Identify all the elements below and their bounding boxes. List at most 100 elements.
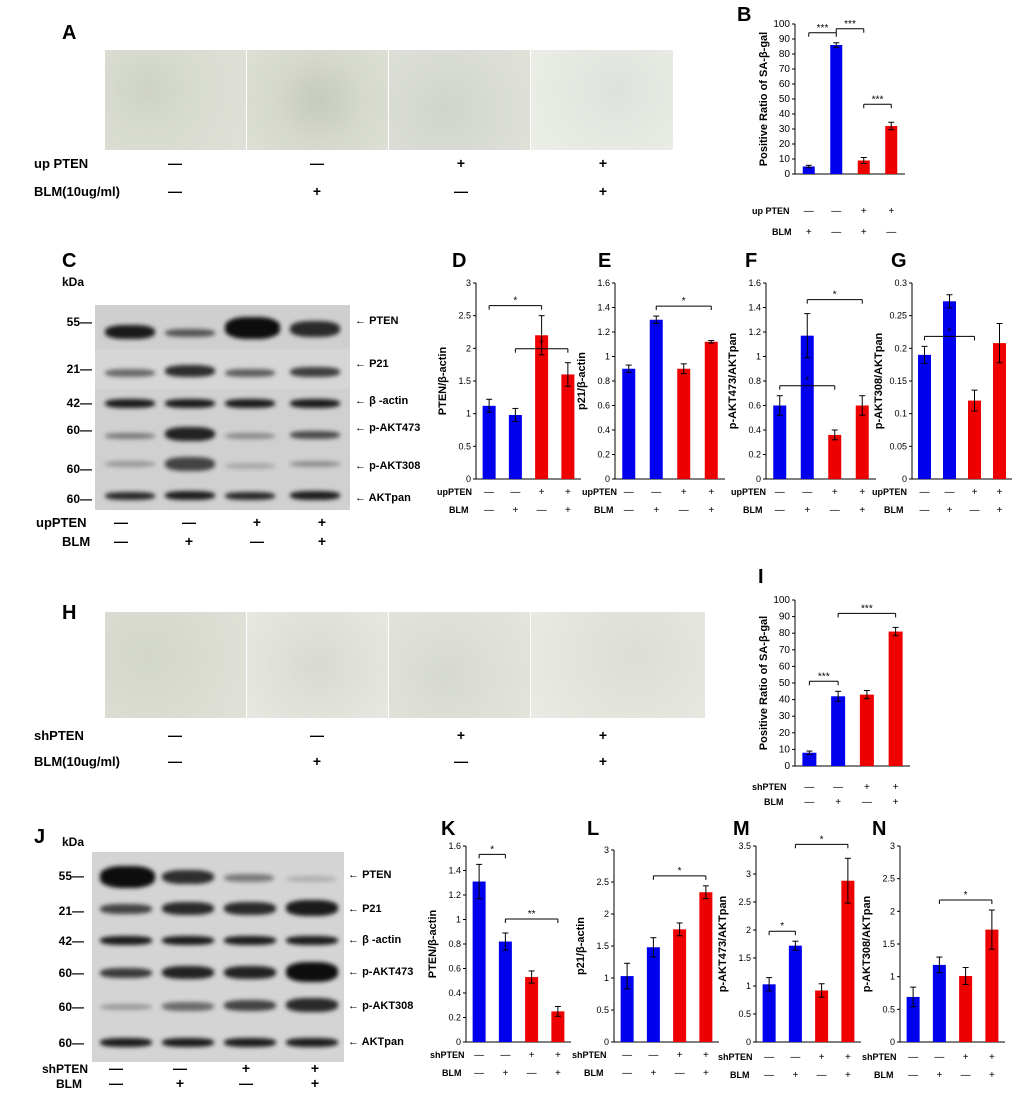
y-tick-label: 0.4 — [448, 988, 461, 998]
y-tick-label: 0 — [456, 1037, 461, 1047]
y-tick-label: 10 — [779, 744, 791, 755]
kda-marker: 21— — [58, 904, 84, 918]
protein-label: ← β -actin — [348, 934, 402, 946]
y-tick-label: 0.15 — [889, 376, 907, 386]
condition-sign: + — [708, 487, 714, 498]
condition-row-label: upPTEN — [437, 487, 472, 497]
bar — [620, 976, 634, 1042]
significance-label: * — [805, 376, 809, 387]
condition-sign: + — [792, 1070, 798, 1081]
condition-label-blm: BLM — [56, 1077, 82, 1091]
protein-label: ← AKTpan — [348, 1036, 404, 1048]
y-tick-label: 40 — [779, 109, 791, 120]
y-tick-label: 2 — [746, 925, 751, 935]
condition-sign: + — [859, 487, 865, 498]
y-tick-label: 1.4 — [748, 303, 761, 313]
y-tick-label: 30 — [779, 711, 791, 722]
condition-row-label: upPTEN — [872, 487, 907, 497]
y-axis-label: p-AKT308/AKTpan — [861, 895, 873, 992]
y-tick-label: 2.5 — [738, 897, 751, 907]
condition-sign: — — [622, 1050, 632, 1061]
condition-sign: — — [908, 1052, 918, 1063]
significance-label: ** — [528, 909, 536, 920]
y-tick-label: 0.6 — [748, 401, 761, 411]
bar — [699, 892, 713, 1042]
y-tick-label: 3 — [604, 845, 609, 855]
sign: + — [252, 514, 262, 530]
microscopy-image-sh-pten — [388, 612, 531, 718]
sign: + — [312, 183, 322, 199]
y-tick-label: 0.2 — [597, 450, 610, 460]
sign: — — [310, 727, 324, 743]
protein-label: ← P21 — [348, 903, 382, 915]
condition-sign: — — [920, 505, 930, 516]
condition-sign: — — [622, 1068, 632, 1079]
y-tick-label: 0.5 — [458, 441, 471, 451]
sign: + — [598, 727, 608, 743]
y-tick-label: 1.5 — [882, 939, 895, 949]
condition-sign: — — [934, 1052, 944, 1063]
significance-label: * — [678, 866, 682, 877]
sign: + — [310, 1060, 320, 1076]
panel-letter-c: C — [62, 250, 77, 272]
condition-row-label: BLM — [764, 797, 784, 807]
microscopy-image-control — [104, 50, 247, 150]
bar — [855, 405, 869, 479]
condition-sign: + — [893, 782, 899, 793]
protein-label: ← AKTpan — [355, 492, 411, 504]
condition-sign: + — [708, 505, 714, 516]
condition-row-label: BLM — [449, 505, 469, 515]
condition-sign: — — [474, 1050, 484, 1061]
condition-row-label: shPTEN — [718, 1052, 753, 1062]
significance-label: *** — [861, 603, 873, 614]
y-tick-label: 1 — [456, 915, 461, 925]
condition-sign: — — [764, 1070, 774, 1081]
sign: — — [454, 183, 468, 199]
condition-sign: + — [555, 1050, 561, 1061]
sign: + — [598, 753, 608, 769]
condition-sign: — — [804, 797, 814, 808]
bar — [649, 319, 663, 479]
sign: + — [317, 533, 327, 549]
panel-letter-g: G — [891, 250, 907, 272]
sign: — — [109, 1075, 123, 1091]
y-tick-label: 80 — [779, 49, 791, 60]
condition-sign: + — [653, 505, 659, 516]
microscopy-image-sh-pten-blm — [530, 612, 705, 718]
sign: — — [454, 753, 468, 769]
condition-sign: + — [703, 1068, 709, 1079]
y-tick-label: 0.5 — [882, 1004, 895, 1014]
y-axis-label: p21/β-actin — [576, 352, 588, 410]
y-tick-label: 40 — [779, 695, 791, 706]
condition-sign: — — [833, 782, 843, 793]
kda-marker: 21— — [66, 362, 92, 376]
condition-sign: — — [527, 1068, 537, 1079]
y-tick-label: 0 — [784, 169, 790, 180]
condition-sign: + — [703, 1050, 709, 1061]
y-axis-label: Positive Ratio of SA-β-gal — [758, 616, 770, 750]
condition-sign: — — [961, 1070, 971, 1081]
bar — [561, 374, 575, 479]
sign: — — [168, 727, 182, 743]
y-tick-label: 0.25 — [889, 311, 907, 321]
bar — [551, 1011, 565, 1042]
y-tick-label: 10 — [779, 154, 791, 165]
y-tick-label: 1 — [890, 972, 895, 982]
bar — [704, 341, 718, 479]
microscopy-image-blm — [246, 50, 389, 150]
y-axis-label: p21/β-actin — [575, 917, 587, 975]
panel-letter-b: B — [737, 4, 752, 26]
y-tick-label: 80 — [779, 628, 791, 639]
y-tick-label: 70 — [779, 645, 791, 656]
bar — [673, 929, 687, 1042]
kda-marker: 60— — [58, 1000, 84, 1014]
y-tick-label: 2.5 — [458, 311, 471, 321]
y-axis-label: PTEN/β-actin — [427, 910, 439, 979]
y-tick-label: 1.2 — [748, 327, 761, 337]
bar — [472, 881, 486, 1042]
sign: — — [239, 1075, 253, 1091]
y-axis-label: p-AKT473/AKTpan — [727, 332, 739, 429]
bar — [828, 434, 842, 479]
panel-letter-i: I — [758, 566, 764, 588]
condition-row-label: BLM — [743, 505, 763, 515]
